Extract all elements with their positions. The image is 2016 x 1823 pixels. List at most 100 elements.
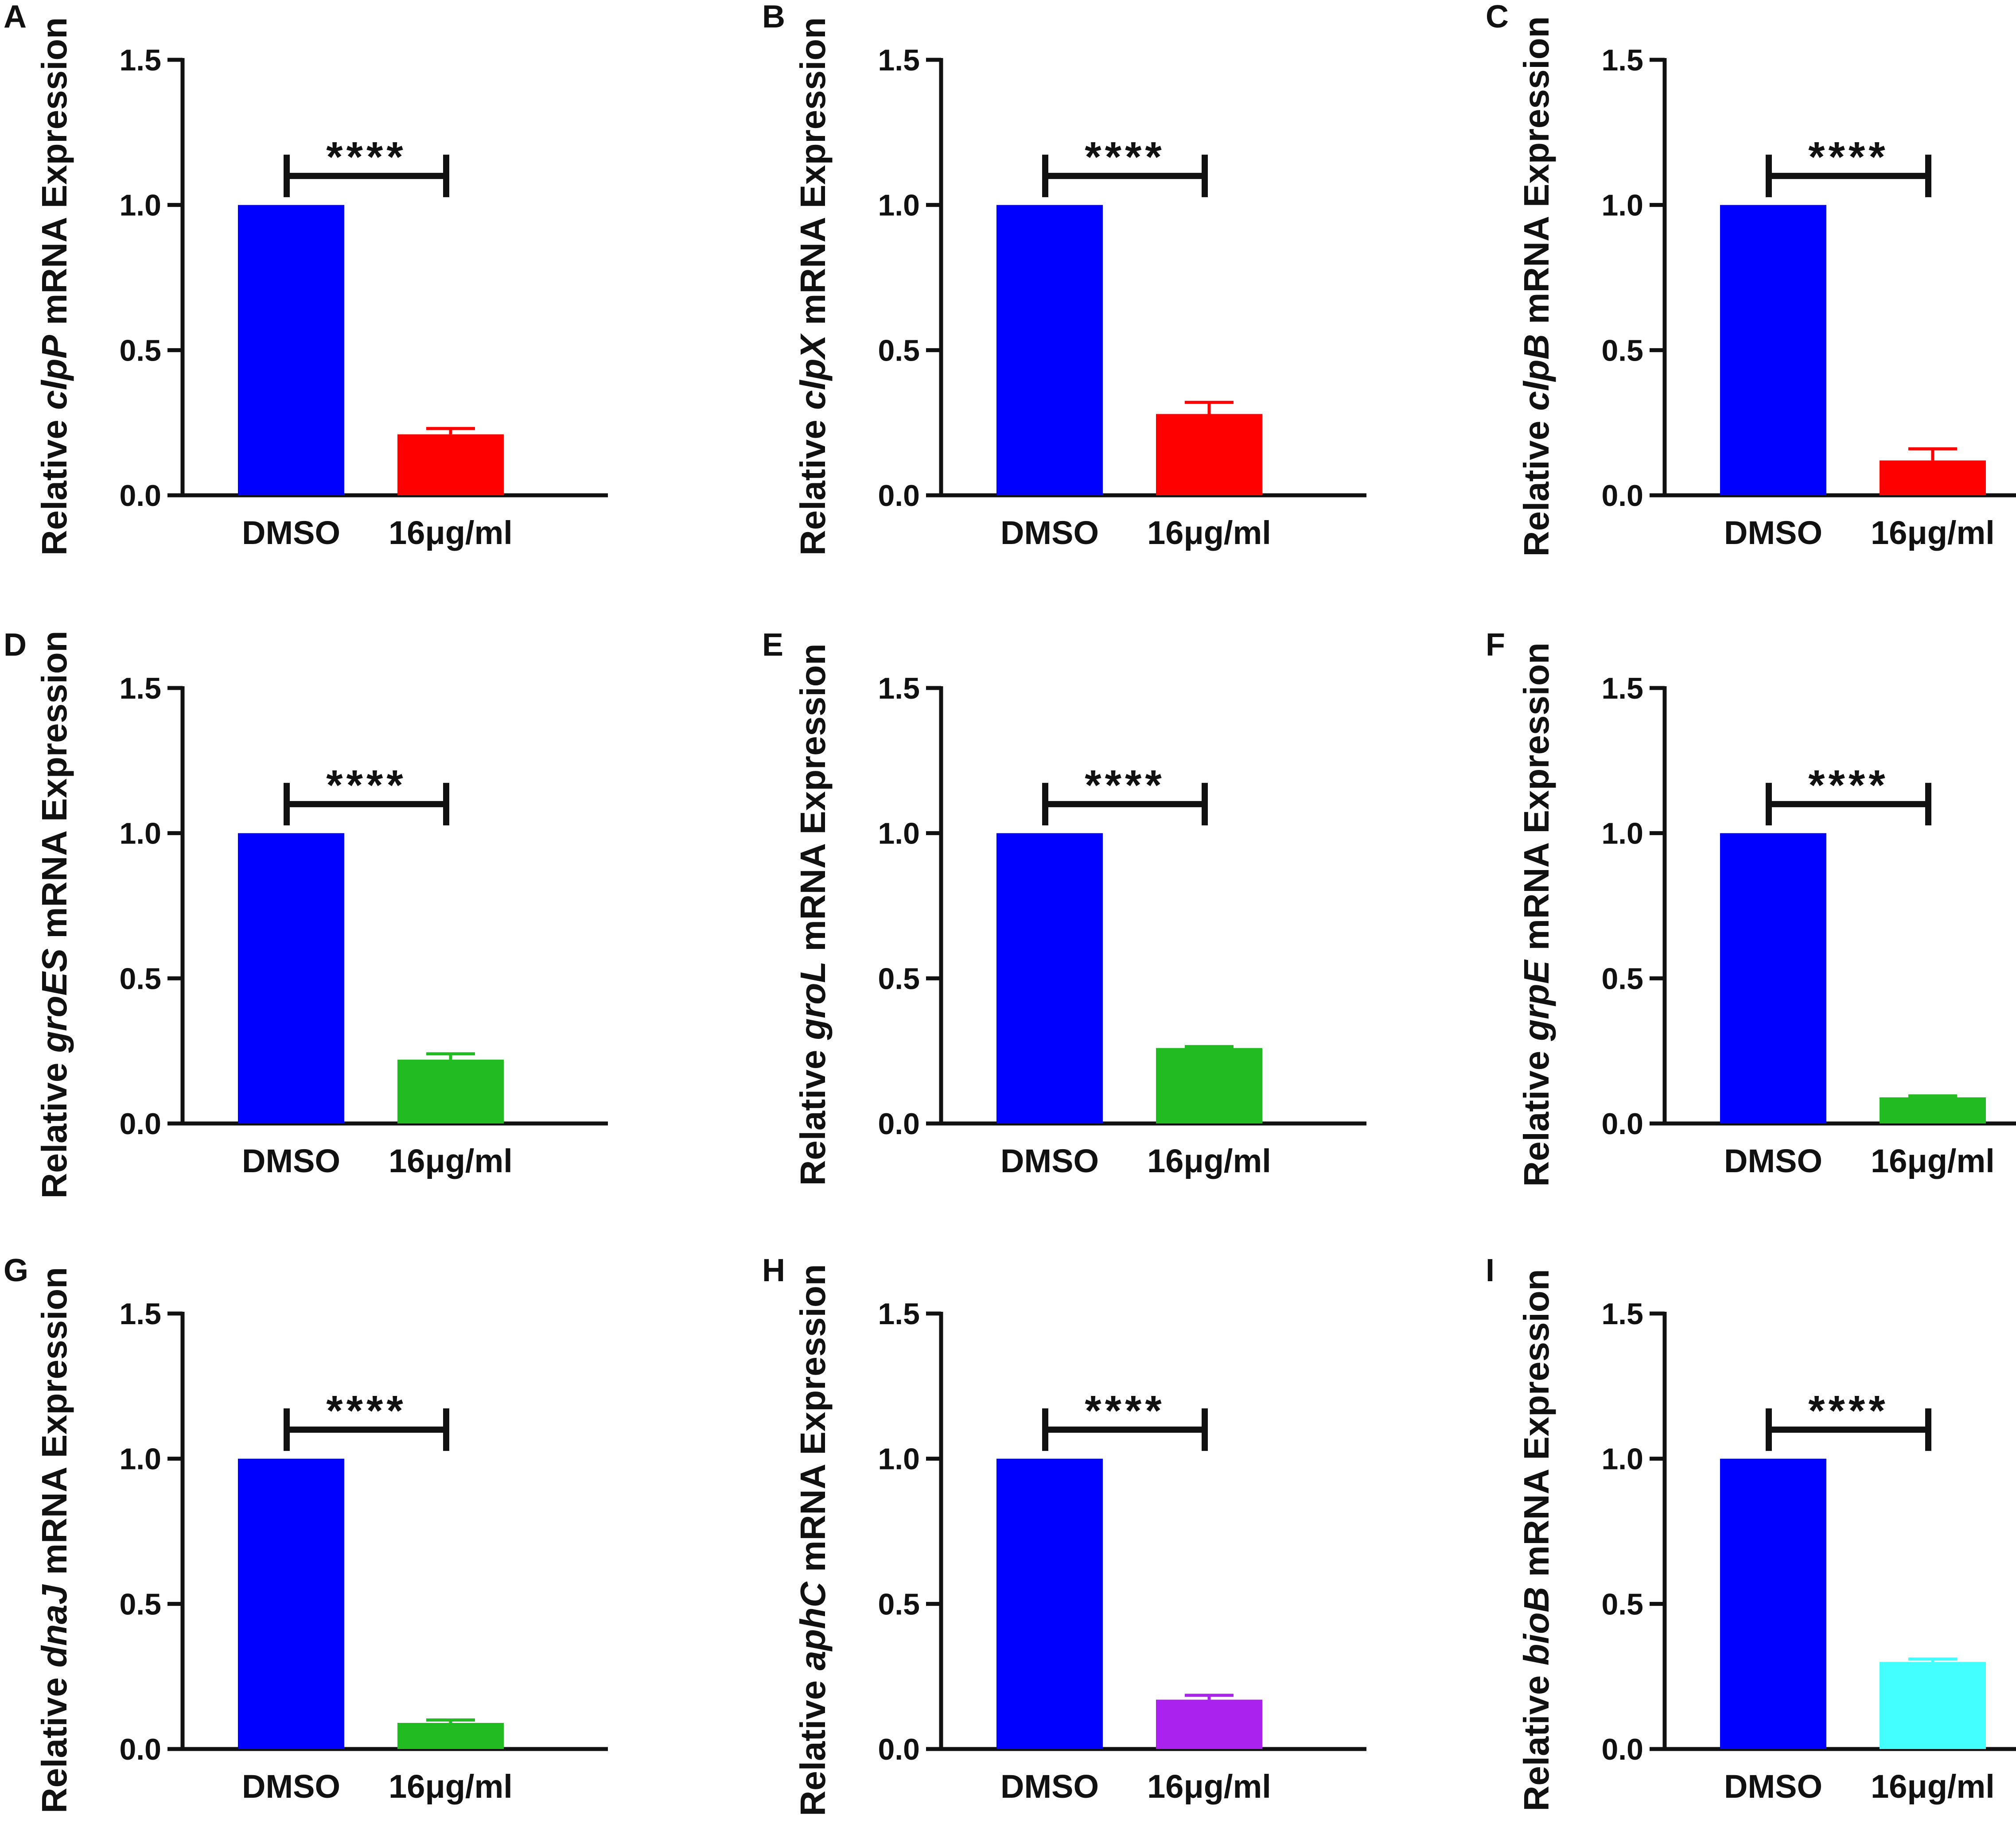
y-axis-label: Relative groES mRNA Expression — [35, 631, 74, 1199]
panel-letter: D — [4, 627, 27, 663]
y-tick-label: 1.0 — [1601, 1442, 1643, 1476]
panel-letter: G — [4, 1253, 28, 1288]
y-tick-label: 0.0 — [878, 1733, 920, 1766]
y-tick-label: 1.0 — [119, 189, 161, 222]
y-tick-label: 0.5 — [1601, 1587, 1643, 1621]
category-label: DMSO — [1000, 514, 1099, 551]
panel-letter: A — [4, 0, 27, 35]
category-label: 16μg/ml — [1871, 514, 1995, 551]
y-tick-label: 0.0 — [119, 1107, 161, 1141]
category-label: DMSO — [242, 514, 340, 551]
chart-panel-E: E 0.0 0.5 1.0 1.5 DMSO 16μg/ml **** Relative gro… — [762, 627, 1366, 1186]
panel-letter: E — [762, 627, 783, 663]
bar-treatment — [1880, 460, 1986, 495]
y-tick-label: 1.5 — [878, 672, 920, 705]
chart-panel-G: G 0.0 0.5 1.0 1.5 DMSO 16μg/ml **** Relative dna… — [4, 1253, 608, 1813]
bar-dmso — [1720, 1458, 1826, 1749]
bar-treatment — [397, 434, 504, 495]
category-label: DMSO — [242, 1143, 340, 1179]
bar-treatment — [1880, 1662, 1986, 1749]
y-tick-label: 1.5 — [1601, 1297, 1643, 1331]
bar-treatment — [1156, 1048, 1262, 1123]
bar-dmso — [996, 205, 1103, 496]
y-axis-label: Relative dnaJ mRNA Expression — [35, 1267, 74, 1813]
significance-bracket — [1766, 1408, 1931, 1451]
y-axis-label: Relative aphC mRNA Expression — [793, 1264, 833, 1816]
y-tick-label: 0.0 — [1601, 1733, 1643, 1766]
panel-letter: C — [1486, 0, 1509, 35]
bar-dmso — [238, 205, 344, 496]
y-tick-label: 1.5 — [119, 672, 161, 705]
bar-treatment — [1156, 1699, 1262, 1749]
category-label: DMSO — [1724, 1143, 1822, 1179]
y-tick-label: 0.5 — [119, 1587, 161, 1621]
significance-stars: **** — [1808, 1387, 1888, 1434]
significance-bracket — [1042, 1408, 1208, 1451]
category-label: 16μg/ml — [389, 514, 513, 551]
y-tick-label: 1.5 — [1601, 672, 1643, 705]
category-label: 16μg/ml — [1147, 1768, 1271, 1805]
y-tick-label: 0.0 — [119, 1733, 161, 1766]
category-label: DMSO — [242, 1768, 340, 1805]
y-axis-label: Relative clpP mRNA Expression — [35, 17, 74, 556]
y-tick-label: 0.0 — [1601, 1107, 1643, 1141]
chart-panel-A: A 0.0 0.5 1.0 1.5 DMSO 16μg/ml **** Relative clp… — [4, 0, 608, 556]
y-tick-label: 0.0 — [1601, 479, 1643, 513]
y-tick-label: 0.5 — [119, 334, 161, 367]
chart-panel-H: H 0.0 0.5 1.0 1.5 DMSO 16μg/ml **** Relative aph… — [762, 1253, 1366, 1816]
significance-bracket — [284, 155, 449, 198]
y-tick-label: 1.0 — [119, 817, 161, 851]
y-tick-label: 1.0 — [878, 189, 920, 222]
y-tick-label: 1.5 — [878, 43, 920, 77]
bar-treatment — [397, 1059, 504, 1123]
y-tick-label: 1.5 — [119, 1297, 161, 1331]
category-label: 16μg/ml — [1147, 514, 1271, 551]
significance-stars: **** — [1808, 762, 1888, 809]
significance-stars: **** — [1085, 1387, 1165, 1434]
panel-letter: F — [1486, 627, 1505, 663]
bar-dmso — [238, 1458, 344, 1749]
y-axis-label: Relative clpX mRNA Expression — [793, 17, 833, 556]
panel-letter: B — [762, 0, 785, 35]
y-axis-label: Relative clpB mRNA Expression — [1517, 16, 1556, 557]
category-label: 16μg/ml — [1871, 1768, 1995, 1805]
y-tick-label: 1.5 — [119, 43, 161, 77]
category-label: 16μg/ml — [389, 1768, 513, 1805]
y-axis-label: Relative bioB mRNA Expression — [1517, 1269, 1556, 1811]
chart-panel-B: B 0.0 0.5 1.0 1.5 DMSO 16μg/ml **** Relative clp… — [762, 0, 1366, 556]
panel-letter: H — [762, 1253, 785, 1288]
y-axis-label: Relative groL mRNA Expression — [793, 643, 833, 1186]
chart-panel-I: I 0.0 0.5 1.0 1.5 DMSO 16μg/ml **** Relative bio… — [1486, 1253, 2016, 1811]
chart-panel-F: F 0.0 0.5 1.0 1.5 DMSO 16μg/ml **** Relative grp… — [1486, 627, 2016, 1187]
y-tick-label: 0.5 — [878, 962, 920, 995]
y-tick-label: 1.5 — [1601, 43, 1643, 77]
significance-stars: **** — [1085, 133, 1165, 181]
category-label: 16μg/ml — [1871, 1143, 1995, 1179]
category-label: DMSO — [1000, 1143, 1099, 1179]
bar-dmso — [996, 833, 1103, 1123]
chart-panel-C: C 0.0 0.5 1.0 1.5 DMSO 16μg/ml **** Relative clp… — [1486, 0, 2016, 556]
bar-treatment — [1880, 1097, 1986, 1123]
significance-bracket — [1042, 783, 1208, 826]
significance-bracket — [284, 783, 449, 826]
significance-stars: **** — [326, 1387, 406, 1434]
significance-stars: **** — [326, 762, 406, 809]
y-tick-label: 0.0 — [878, 1107, 920, 1141]
y-tick-label: 0.0 — [119, 479, 161, 513]
y-tick-label: 0.5 — [1601, 962, 1643, 995]
category-label: DMSO — [1724, 1768, 1822, 1805]
y-tick-label: 0.0 — [878, 479, 920, 513]
y-tick-label: 1.0 — [878, 817, 920, 851]
y-tick-label: 1.0 — [1601, 817, 1643, 851]
y-tick-label: 0.5 — [878, 334, 920, 367]
significance-bracket — [284, 1408, 449, 1451]
bar-dmso — [238, 833, 344, 1123]
y-tick-label: 0.5 — [878, 1587, 920, 1621]
y-tick-label: 0.5 — [119, 962, 161, 995]
panel-letter: I — [1486, 1253, 1494, 1288]
bar-dmso — [996, 1458, 1103, 1749]
y-tick-label: 0.5 — [1601, 334, 1643, 367]
category-label: DMSO — [1724, 514, 1822, 551]
y-tick-label: 1.0 — [878, 1442, 920, 1476]
